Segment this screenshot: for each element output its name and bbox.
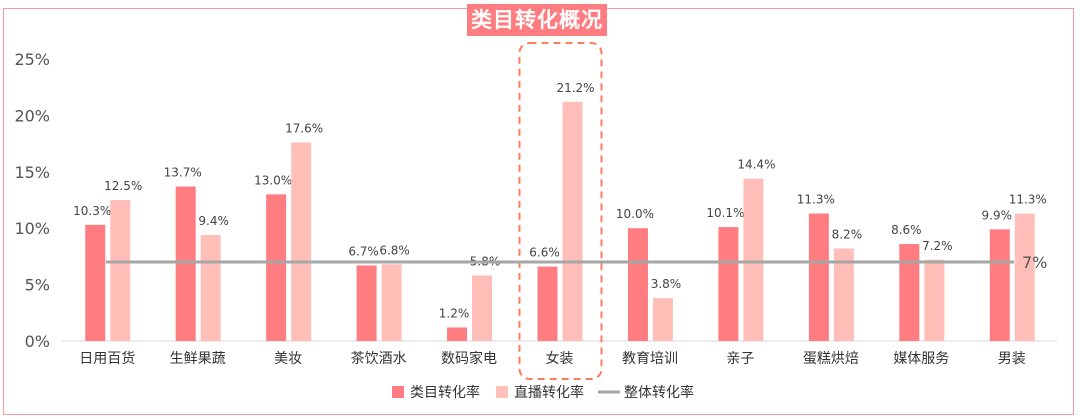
data-label-category-rate: 11.3% [797, 193, 835, 207]
data-label-live-rate: 7.2% [922, 239, 953, 253]
data-label-category-rate: 13.0% [254, 173, 292, 187]
legend-swatch-category-rate [392, 386, 404, 398]
legend-label-category-rate: 类目转化率 [410, 384, 480, 401]
data-label-category-rate: 10.0% [616, 207, 654, 221]
title-banner [467, 4, 607, 36]
x-tick-label: 日用百货 [79, 350, 135, 367]
y-tick-label: 5% [25, 276, 50, 295]
y-tick-label: 25% [14, 50, 50, 69]
bar-live-rate [833, 248, 854, 341]
data-label-category-rate: 13.7% [164, 165, 202, 179]
y-tick-label: 0% [25, 332, 50, 351]
data-label-live-rate: 3.8% [651, 277, 682, 291]
data-label-category-rate: 6.7% [348, 244, 379, 258]
overall-rate-label: 7% [1022, 253, 1047, 272]
x-tick-label: 女装 [546, 350, 574, 367]
bar-category-rate [537, 266, 558, 341]
data-label-live-rate: 8.2% [832, 228, 863, 242]
x-tick-label: 教育培训 [622, 351, 678, 367]
x-tick-label: 亲子 [726, 351, 754, 367]
bar-category-rate [627, 228, 648, 341]
bar-live-rate [1014, 213, 1035, 341]
legend-label-overall-rate: 整体转化率 [624, 384, 694, 401]
bar-category-rate [447, 327, 468, 341]
data-label-live-rate: 12.5% [104, 179, 142, 193]
data-label-category-rate: 10.3% [73, 204, 111, 218]
bar-live-rate [924, 259, 945, 341]
data-label-category-rate: 8.6% [891, 223, 922, 237]
data-label-live-rate: 21.2% [556, 81, 594, 95]
bar-category-rate [85, 224, 106, 341]
data-label-category-rate: 1.2% [439, 306, 470, 320]
bar-live-rate [381, 264, 402, 341]
bar-category-rate [266, 194, 287, 341]
legend-label-live-rate: 直播转化率 [514, 384, 584, 401]
bar-category-rate [356, 265, 377, 341]
legend-swatch-live-rate [496, 386, 508, 398]
y-tick-label: 15% [14, 163, 50, 182]
bar-category-rate [899, 243, 920, 341]
data-label-category-rate: 10.1% [706, 206, 744, 220]
bar-live-rate [652, 298, 673, 341]
x-tick-label: 媒体服务 [893, 351, 949, 367]
bar-live-rate [472, 275, 493, 341]
y-tick-label: 20% [14, 106, 50, 125]
bar-category-rate [808, 213, 829, 341]
highlight-box [518, 42, 603, 380]
chart-title: 类目转化概况 [471, 8, 603, 32]
data-label-live-rate: 14.4% [737, 158, 775, 172]
data-label-live-rate: 11.3% [1009, 193, 1047, 207]
bar-live-rate [562, 101, 583, 341]
data-label-live-rate: 9.4% [198, 214, 229, 228]
y-tick-label: 10% [14, 219, 50, 238]
bar-live-rate [743, 178, 764, 341]
x-tick-label: 茶饮酒水 [351, 351, 407, 367]
bar-live-rate [291, 142, 312, 341]
bar-live-rate [200, 234, 221, 341]
x-tick-label: 蛋糕烘焙 [803, 351, 859, 367]
x-tick-label: 生鲜果蔬 [170, 351, 226, 367]
bar-category-rate [718, 227, 739, 341]
data-label-live-rate: 6.8% [379, 243, 410, 257]
x-tick-label: 男装 [998, 351, 1026, 367]
data-label-category-rate: 9.9% [982, 208, 1013, 222]
data-label-live-rate: 17.6% [285, 121, 323, 135]
bar-category-rate [175, 186, 196, 341]
x-tick-label: 美妆 [274, 351, 302, 367]
bar-live-rate [110, 200, 131, 341]
data-label-category-rate: 6.6% [529, 246, 560, 260]
bar-category-rate [989, 229, 1010, 341]
x-tick-label: 数码家电 [441, 350, 497, 367]
